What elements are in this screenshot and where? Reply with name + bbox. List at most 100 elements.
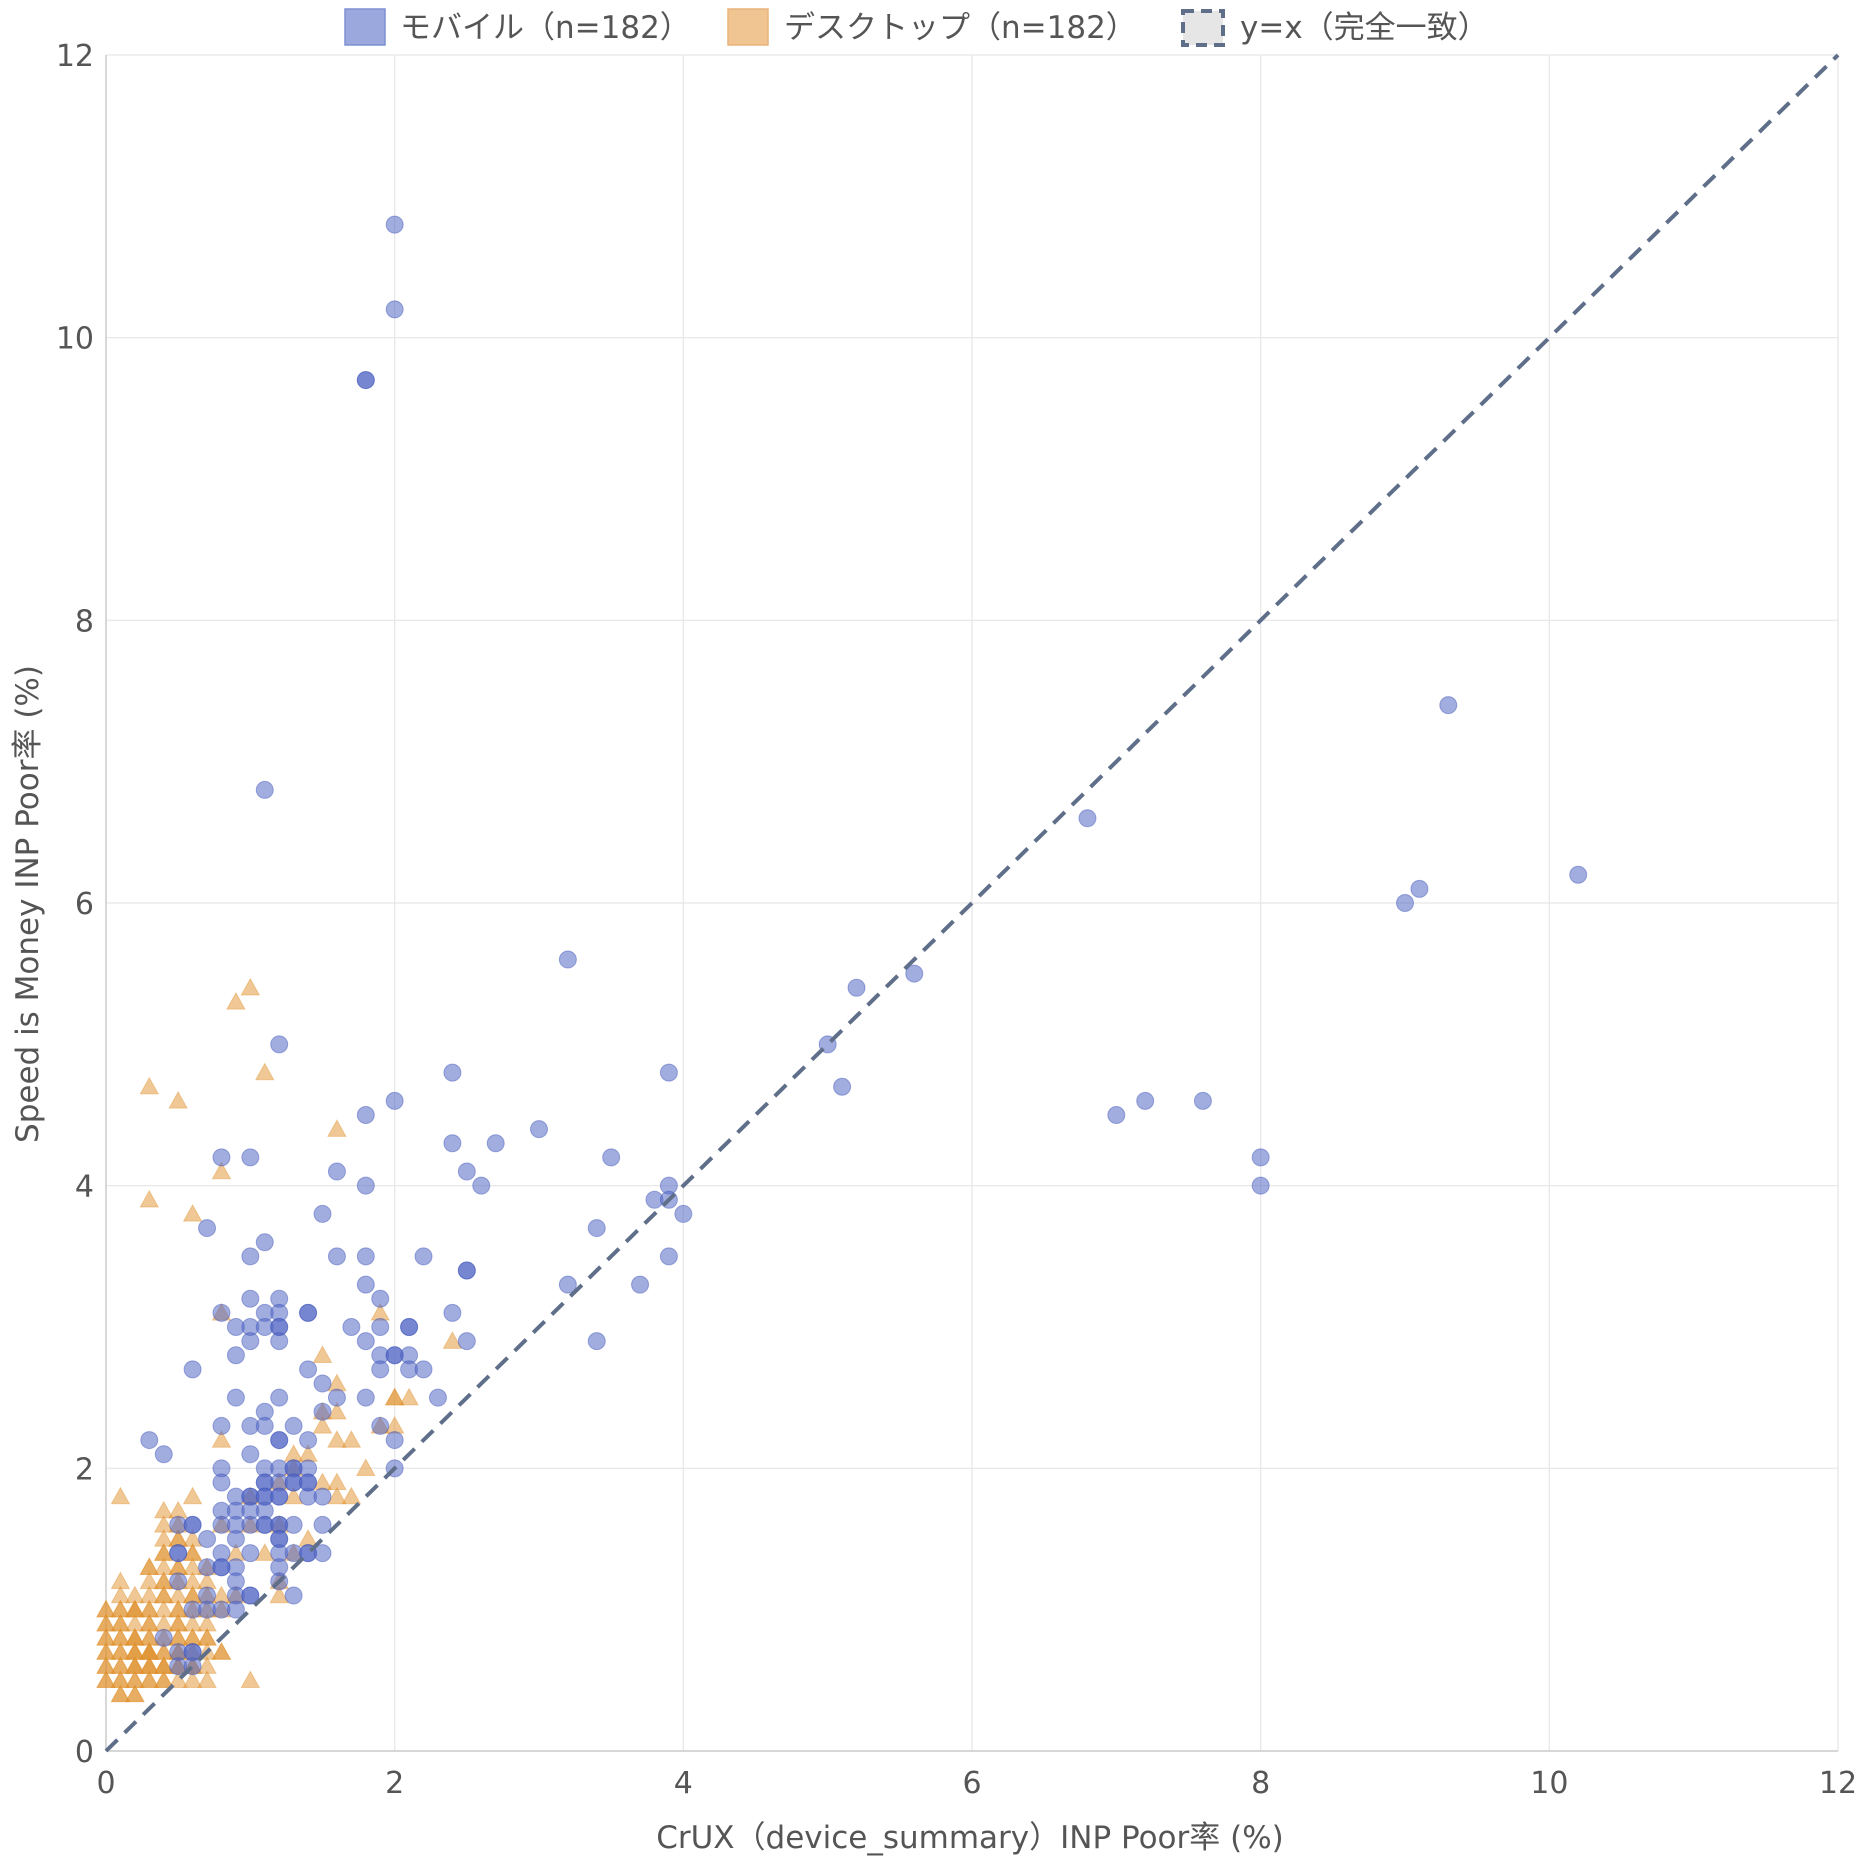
mobile-point [371,1416,390,1435]
mobile-point [270,1332,289,1351]
mobile-point [154,1628,173,1647]
desktop-point [254,1543,275,1561]
mobile-point [457,1332,476,1351]
x-tick-label: 0 [96,1766,115,1801]
mobile-point [847,978,866,997]
mobile-point [457,1261,476,1280]
desktop-point [442,1331,463,1349]
mobile-point [833,1077,852,1096]
mobile-point [414,1360,433,1379]
mobile-point [241,1586,260,1605]
desktop-point [211,1642,232,1660]
desktop-point [153,1670,174,1689]
desktop-point [125,1684,145,1703]
desktop-point [197,1627,217,1646]
mobile-point [313,1204,332,1223]
mobile-point [443,1134,462,1153]
x-tick-label: 4 [674,1766,693,1801]
mobile-point [905,964,924,983]
mobile-point [457,1162,476,1181]
x-tick-label: 6 [962,1766,981,1801]
desktop-point [110,1613,131,1632]
mobile-point [1107,1106,1126,1124]
y-tick-label: 4 [75,1170,94,1205]
desktop-point [182,1203,203,1222]
mobile-point [342,1318,361,1336]
mobile-point [183,1515,202,1534]
mobile-point [1078,809,1097,828]
y-tick-label: 2 [75,1452,94,1487]
mobile-point [241,1247,260,1266]
mobile-point [385,1091,404,1110]
y-tick-label: 6 [75,887,94,922]
axes [105,55,1838,1752]
desktop-point [312,1345,333,1363]
mobile-point [241,1544,260,1563]
mobile-point [226,1346,245,1365]
mobile-point [558,950,577,969]
mobile-point [587,1332,606,1351]
mobile-point [154,1445,173,1464]
desktop-point [211,1430,232,1448]
mobile-point [1410,879,1429,898]
mobile-point [400,1318,419,1336]
desktop-point [168,1613,189,1632]
mobile-point [198,1530,217,1548]
mobile-point [270,1388,289,1407]
desktop-point [110,1656,131,1674]
mobile-point [212,1473,231,1492]
y-tick-label: 10 [56,322,94,357]
desktop-point [168,1090,189,1109]
desktop-point [139,1670,160,1689]
mobile-point [140,1431,159,1450]
mobile-point [198,1219,217,1238]
desktop-point [139,1642,160,1660]
mobile-point [212,1558,231,1577]
mobile-point [1193,1091,1212,1110]
desktop-point [125,1656,145,1674]
desktop-point [269,1585,290,1604]
mobile-point [299,1360,318,1379]
desktop-point [139,1585,160,1604]
desktop-point [399,1387,419,1406]
mobile-point [313,1544,332,1563]
desktop-point [240,977,261,996]
desktop-point [211,1161,232,1180]
mobile-point [356,1275,375,1294]
mobile-point [385,215,404,234]
mobile-point [226,1600,245,1619]
mobile-point [371,1318,390,1336]
mobile-point [169,1544,188,1563]
mobile-point [270,1487,289,1506]
mobile-point [356,1106,375,1124]
desktop-point [153,1543,174,1561]
desktop-point [139,1189,160,1208]
mobile-point [212,1303,231,1322]
desktop-point [182,1557,203,1575]
mobile-point [327,1162,346,1181]
desktop-point [226,991,246,1010]
mobile-point [313,1487,332,1506]
reference-line [104,53,1840,1753]
desktop-point [298,1528,318,1547]
desktop-point [110,1684,131,1703]
mobile-point [299,1473,318,1492]
legend-swatch-mobile [344,8,386,46]
mobile-point [270,1035,289,1054]
mobile-point [1251,1176,1270,1195]
mobile-point [356,1247,375,1266]
mobile-point [472,1176,491,1195]
mobile-point [241,1289,260,1308]
mobile-point [356,1332,375,1351]
mobile-point [299,1303,318,1322]
desktop-point [96,1627,116,1646]
desktop-point [110,1627,131,1646]
legend-label-mobile: モバイル（n=182） [400,10,691,46]
mobile-point [1136,1091,1155,1110]
mobile-point [371,1360,390,1379]
mobile-point [356,1176,375,1195]
desktop-point [283,1486,304,1505]
x-tick-label: 8 [1251,1766,1270,1801]
mobile-point [327,1247,346,1266]
mobile-point [659,1063,678,1082]
